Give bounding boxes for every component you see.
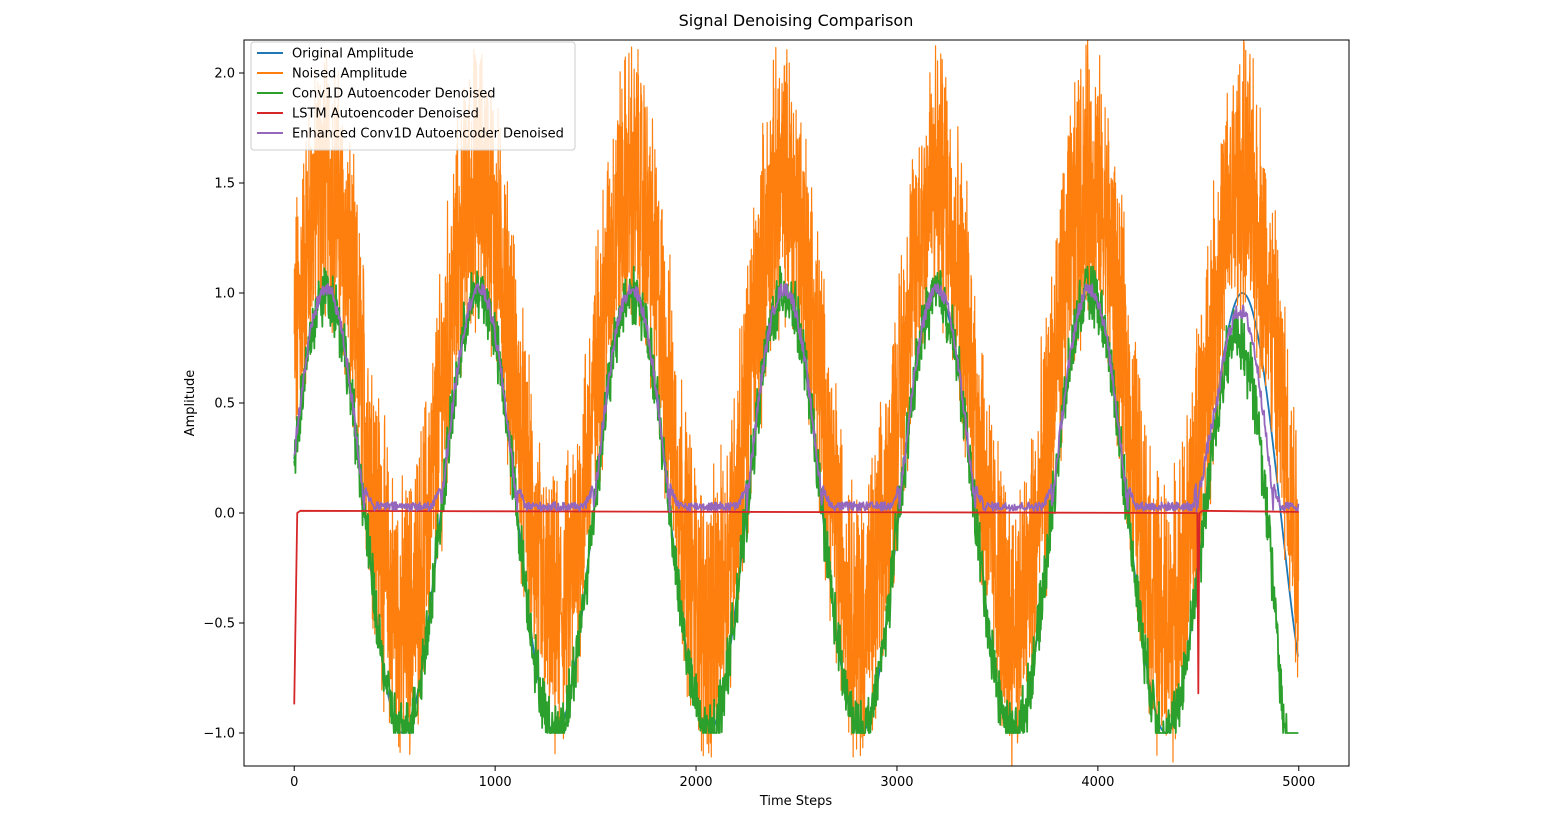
series-layer: [293, 40, 1300, 766]
x-tick-label: 3000: [880, 775, 913, 790]
chart-title: Signal Denoising Comparison: [679, 11, 914, 30]
y-tick-label: 0.0: [214, 507, 235, 522]
legend-label: Conv1D Autoencoder Denoised: [292, 87, 495, 102]
x-axis: 0 1000 2000 3000 4000 5000: [290, 766, 1315, 790]
legend-label: Original Amplitude: [292, 47, 414, 62]
legend: Original Amplitude Noised Amplitude Conv1D…: [250, 41, 576, 151]
x-tick-label: 5000: [1282, 775, 1315, 790]
series-enhanced-conv1d-denoised: [293, 283, 1300, 513]
x-tick-label: 1000: [479, 775, 512, 790]
legend-label: Noised Amplitude: [292, 67, 407, 82]
legend-label: Enhanced Conv1D Autoencoder Denoised: [292, 127, 564, 142]
x-tick-label: 0: [290, 775, 298, 790]
legend-box: [250, 41, 576, 151]
y-tick-label: 0.5: [214, 397, 235, 412]
y-axis-label: Amplitude: [183, 370, 198, 437]
y-tick-label: −1.0: [203, 727, 235, 742]
y-tick-label: −0.5: [203, 617, 235, 632]
y-tick-label: 1.0: [214, 287, 235, 302]
x-axis-label: Time Steps: [759, 794, 833, 809]
x-tick-label: 4000: [1081, 775, 1114, 790]
legend-label: LSTM Autoencoder Denoised: [292, 107, 479, 122]
y-tick-label: 2.0: [214, 67, 235, 82]
series-noised-amplitude: [293, 40, 1300, 766]
series-lstm-denoised: [293, 509, 1299, 705]
x-tick-label: 2000: [679, 775, 712, 790]
y-tick-label: 1.5: [214, 177, 235, 192]
y-axis: −1.0 −0.5 0.0 0.5 1.0 1.5 2.0: [203, 67, 244, 742]
